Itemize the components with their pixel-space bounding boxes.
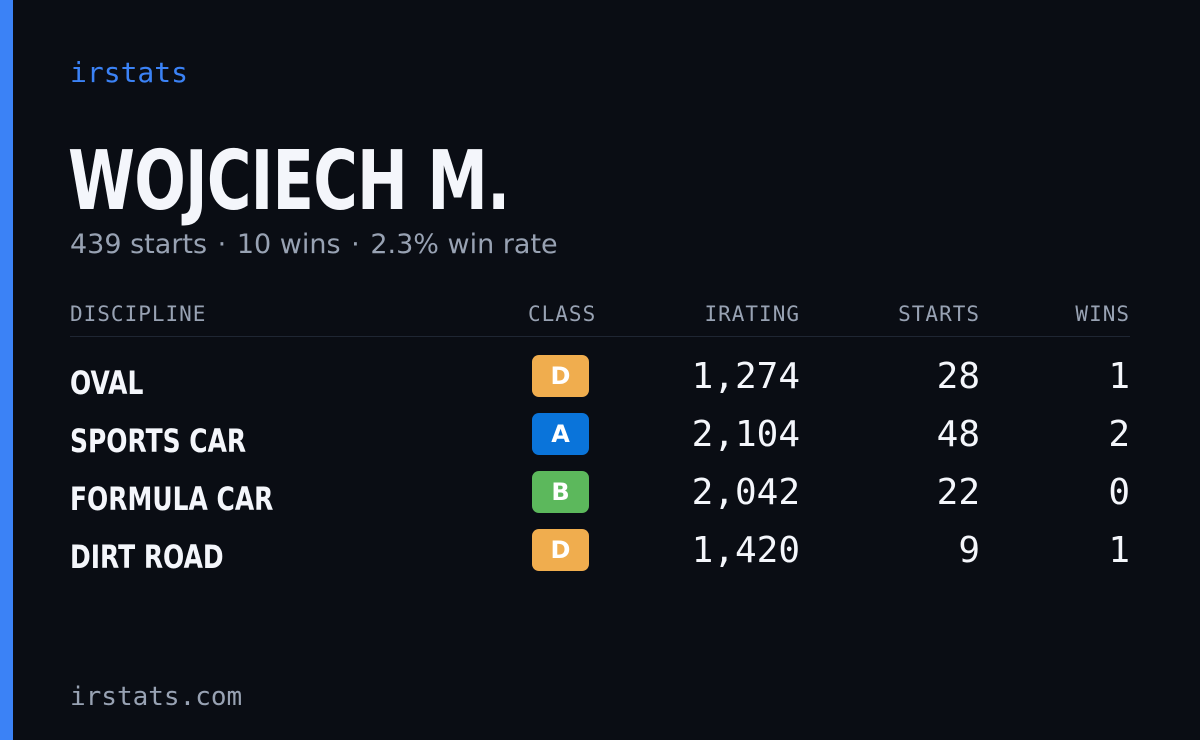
header-starts: STARTS (898, 302, 980, 326)
table-row: OVAL D 1,274 28 1 (0, 355, 1200, 413)
summary-separator: · (351, 229, 360, 260)
class-badge: D (532, 529, 589, 571)
starts-value: 9 (958, 530, 980, 571)
footer-url: irstats.com (70, 682, 243, 712)
irating-value: 2,042 (691, 472, 800, 513)
wins-value: 2 (1108, 414, 1130, 455)
irating-value: 1,274 (691, 356, 800, 397)
starts-value: 48 (936, 414, 980, 455)
wins-value: 0 (1108, 472, 1130, 513)
irating-value: 1,420 (691, 530, 800, 571)
table-row: SPORTS CAR A 2,104 48 2 (0, 413, 1200, 471)
header-class: CLASS (528, 302, 597, 326)
irating-value: 2,104 (691, 414, 800, 455)
summary-starts: 439 starts (70, 229, 208, 260)
accent-bar (0, 0, 13, 740)
driver-summary: 439 starts · 10 wins · 2.3% win rate (70, 228, 558, 262)
driver-name: WOJCIECH M. (68, 134, 510, 229)
summary-separator: · (217, 229, 227, 260)
summary-win-rate: 2.3% win rate (370, 229, 558, 260)
discipline-label: DIRT ROAD (70, 538, 224, 576)
discipline-label: OVAL (70, 364, 144, 402)
discipline-label: FORMULA CAR (70, 480, 274, 518)
header-wins: WINS (1075, 302, 1130, 326)
table-row: FORMULA CAR B 2,042 22 0 (0, 471, 1200, 529)
brand-logo: irstats (70, 56, 189, 89)
wins-value: 1 (1108, 356, 1130, 397)
table-row: DIRT ROAD D 1,420 9 1 (0, 529, 1200, 587)
header-discipline: DISCIPLINE (70, 302, 207, 326)
summary-wins: 10 wins (236, 229, 341, 260)
starts-value: 22 (936, 472, 980, 513)
wins-value: 1 (1108, 530, 1130, 571)
starts-value: 28 (936, 356, 980, 397)
discipline-label: SPORTS CAR (70, 422, 247, 460)
header-divider (70, 336, 1130, 337)
class-badge: A (532, 413, 589, 455)
class-badge: B (532, 471, 589, 513)
header-irating: IRATING (704, 302, 800, 326)
class-badge: D (532, 355, 589, 397)
